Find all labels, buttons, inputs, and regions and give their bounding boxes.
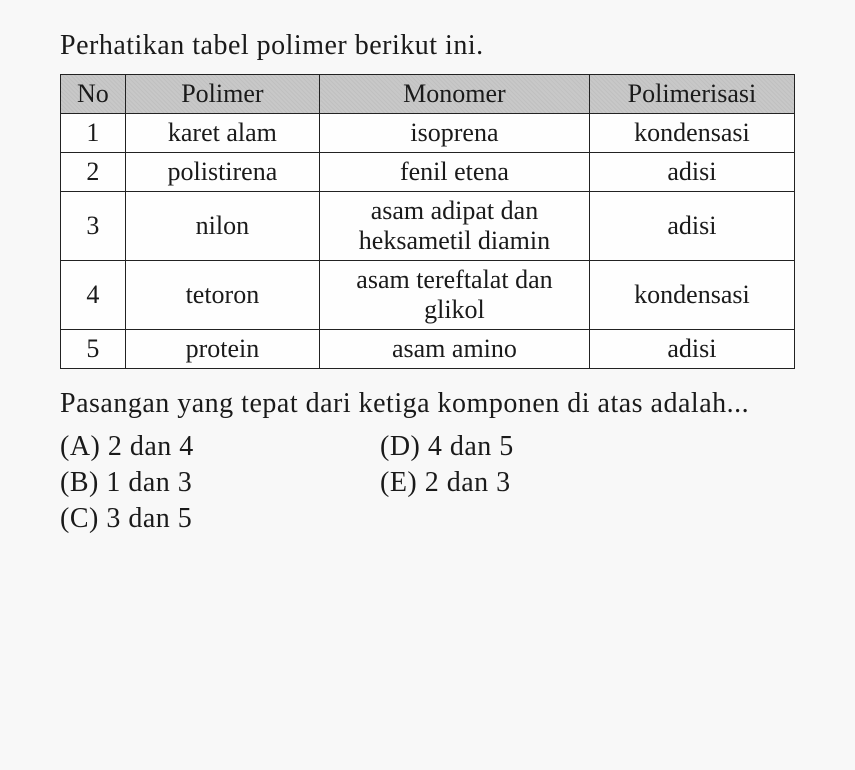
cell-no: 1 (61, 114, 126, 153)
cell-polimer: polistirena (125, 153, 319, 192)
col-header-monomer: Monomer (320, 75, 590, 114)
question-intro: Perhatikan tabel polimer berikut ini. (60, 30, 795, 62)
cell-monomer: asam adipat dan heksametil diamin (320, 192, 590, 261)
cell-polimer: protein (125, 330, 319, 369)
table-row: 3 nilon asam adipat dan heksametil diami… (61, 192, 795, 261)
cell-polimerisasi: kondensasi (589, 261, 794, 330)
question-prompt: Pasangan yang tepat dari ketiga komponen… (60, 385, 795, 423)
cell-polimerisasi: adisi (589, 330, 794, 369)
cell-monomer: isoprena (320, 114, 590, 153)
option-e: (E) 2 dan 3 (380, 467, 700, 499)
cell-polimerisasi: adisi (589, 192, 794, 261)
answer-options: (A) 2 dan 4 (D) 4 dan 5 (B) 1 dan 3 (E) … (60, 431, 795, 535)
table-row: 2 polistirena fenil etena adisi (61, 153, 795, 192)
table-row: 4 tetoron asam tereftalat dan glikol kon… (61, 261, 795, 330)
option-b: (B) 1 dan 3 (60, 467, 380, 499)
col-header-polimerisasi: Polimerisasi (589, 75, 794, 114)
cell-monomer: asam amino (320, 330, 590, 369)
cell-no: 3 (61, 192, 126, 261)
cell-monomer: fenil etena (320, 153, 590, 192)
cell-polimer: karet alam (125, 114, 319, 153)
cell-polimerisasi: adisi (589, 153, 794, 192)
option-a: (A) 2 dan 4 (60, 431, 380, 463)
cell-no: 4 (61, 261, 126, 330)
option-c: (C) 3 dan 5 (60, 503, 380, 535)
cell-polimerisasi: kondensasi (589, 114, 794, 153)
polimer-table: No Polimer Monomer Polimerisasi 1 karet … (60, 74, 795, 369)
col-header-no: No (61, 75, 126, 114)
cell-no: 2 (61, 153, 126, 192)
cell-no: 5 (61, 330, 126, 369)
option-d: (D) 4 dan 5 (380, 431, 700, 463)
table-header-row: No Polimer Monomer Polimerisasi (61, 75, 795, 114)
table-row: 5 protein asam amino adisi (61, 330, 795, 369)
cell-polimer: tetoron (125, 261, 319, 330)
table-row: 1 karet alam isoprena kondensasi (61, 114, 795, 153)
col-header-polimer: Polimer (125, 75, 319, 114)
cell-monomer: asam tereftalat dan glikol (320, 261, 590, 330)
cell-polimer: nilon (125, 192, 319, 261)
